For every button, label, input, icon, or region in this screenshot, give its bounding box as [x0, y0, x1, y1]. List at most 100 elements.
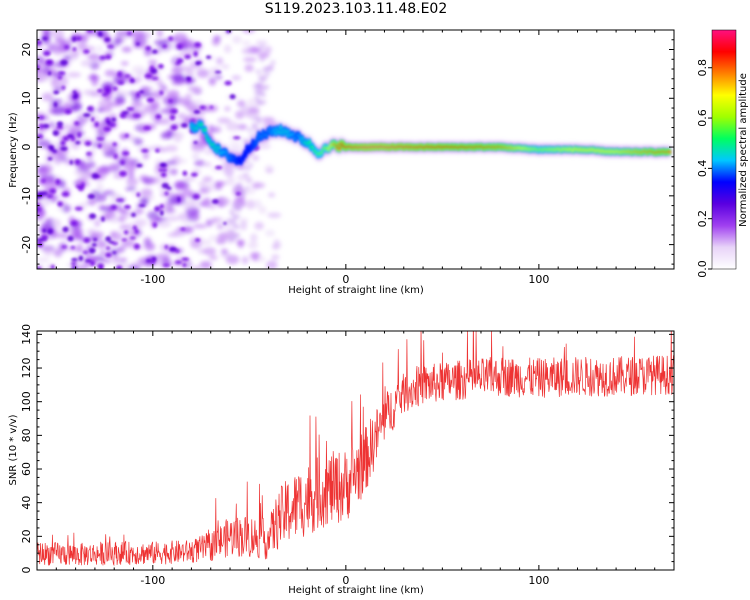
noise-blob-strong [122, 151, 130, 156]
noise-blob-strong [97, 143, 102, 149]
noise-blob [224, 44, 232, 54]
noise-blob-strong [104, 86, 111, 93]
snr-y-label: SNR (10 * v/v) [8, 414, 19, 485]
noise-blob-strong [182, 170, 188, 176]
noise-blob-strong [125, 74, 131, 78]
noise-blob [196, 68, 210, 78]
noise-streak [255, 69, 261, 74]
noise-blob-strong [37, 134, 43, 139]
noise-blob-strong [93, 237, 98, 242]
noise-blob-strong [155, 114, 162, 120]
noise-blob-strong [78, 255, 84, 262]
noise-blob [141, 198, 149, 206]
noise-blob-strong [125, 133, 129, 138]
noise-blob-strong [116, 198, 124, 202]
noise-blob-strong [86, 106, 94, 112]
noise-blob-strong [139, 90, 144, 94]
noise-blob-strong [185, 76, 192, 81]
noise-blob [221, 64, 230, 70]
noise-blob-strong [43, 50, 51, 57]
spectrogram-y-ticks: -20 -10 0 10 20 [20, 29, 674, 265]
noise-blob [209, 235, 216, 241]
noise-blob [237, 239, 244, 249]
noise-blob-strong [161, 182, 169, 189]
noise-blob [255, 40, 268, 46]
noise-blob [133, 76, 143, 83]
noise-blob-strong [211, 199, 219, 204]
noise-blob [97, 239, 107, 249]
noise-blob [164, 145, 178, 152]
noise-blob-strong [42, 36, 48, 41]
noise-blob [197, 181, 207, 187]
noise-blob [213, 125, 222, 134]
colorbar: 0.0 0.2 0.4 0.6 0.8 Normalized spectral ampl… [696, 29, 749, 278]
noise-blob [67, 72, 82, 78]
noise-blob-strong [121, 238, 127, 242]
noise-blob-strong [233, 136, 241, 140]
snr-y-ticks: 0 20 40 60 80 100 120 140 [20, 324, 674, 574]
noise-blob [268, 192, 276, 198]
noise-blob [191, 154, 200, 160]
noise-blob-strong [215, 165, 223, 170]
noise-blob-strong [123, 230, 129, 235]
noise-blob-strong [114, 154, 118, 159]
noise-blob [37, 257, 51, 263]
noise-blob-strong [61, 85, 66, 90]
noise-blob [71, 102, 82, 112]
noise-blob-strong [48, 145, 54, 149]
noise-blob-strong [60, 59, 68, 66]
noise-blob-strong [159, 90, 164, 95]
noise-blob-strong [105, 236, 112, 242]
noise-blob [165, 207, 177, 215]
snr-x-ticks: -100 0 100 [36, 331, 675, 587]
noise-blob-strong [70, 220, 78, 226]
noise-blob-strong [64, 45, 69, 49]
noise-blob [141, 188, 153, 198]
noise-blob [83, 89, 97, 95]
noise-blob-strong [106, 246, 110, 250]
noise-blob [110, 260, 122, 265]
colorbar-gradient [711, 29, 737, 270]
noise-blob [242, 30, 255, 34]
noise-streak [232, 224, 238, 229]
noise-blob-strong [134, 229, 139, 234]
noise-blob-strong [138, 204, 146, 207]
noise-streak [260, 93, 266, 98]
noise-blob [41, 92, 54, 102]
noise-blob [225, 254, 240, 265]
noise-blob-strong [39, 123, 43, 129]
noise-blob [211, 217, 218, 224]
noise-blob-strong [205, 55, 212, 59]
noise-blob [208, 124, 215, 134]
noise-blob-strong [75, 36, 82, 41]
noise-streak [243, 173, 249, 178]
noise-blob [160, 108, 174, 114]
noise-blob-strong [133, 243, 140, 250]
noise-blob-strong [152, 49, 158, 54]
noise-blob-strong [101, 216, 105, 222]
noise-blob-strong [170, 115, 176, 121]
noise-streak [259, 78, 265, 83]
noise-blob-strong [105, 54, 112, 60]
noise-blob [161, 175, 169, 184]
noise-blob-strong [129, 236, 136, 240]
noise-blob [86, 198, 97, 206]
noise-blob-strong [88, 247, 96, 254]
noise-blob-strong [136, 192, 141, 197]
noise-blob [208, 254, 218, 261]
noise-blob-strong [67, 134, 74, 138]
noise-blob-strong [164, 245, 168, 250]
y-tick-label: 10 [20, 91, 33, 105]
noise-blob-strong [51, 264, 55, 269]
y-tick-label: 140 [20, 324, 33, 345]
noise-blob-strong [86, 152, 92, 156]
noise-blob [231, 75, 242, 81]
noise-blob [131, 101, 144, 108]
noise-streak [259, 57, 265, 62]
noise-streak [261, 100, 267, 105]
noise-blob [56, 206, 64, 211]
noise-blob-strong [168, 36, 173, 41]
noise-blob-strong [199, 105, 206, 110]
noise-streak [256, 91, 262, 96]
noise-blob-strong [83, 237, 90, 243]
